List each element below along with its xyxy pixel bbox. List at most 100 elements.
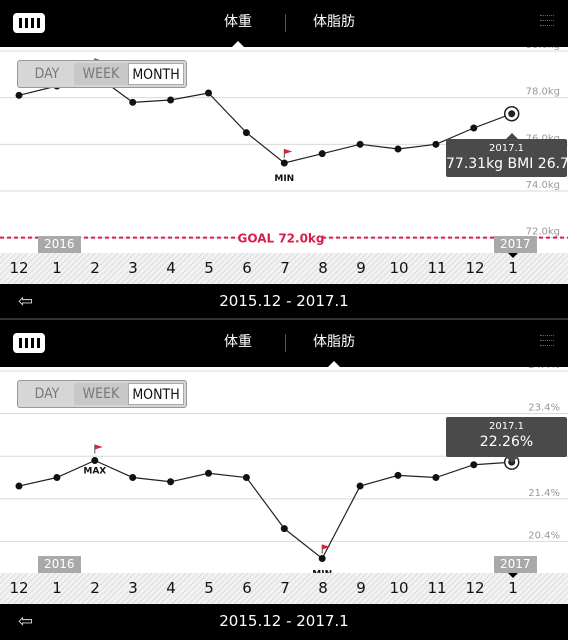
range-day-button[interactable]: DAY: [34, 386, 60, 402]
tab-body-fat[interactable]: 体脂肪: [286, 320, 382, 367]
x-tick: 6: [242, 579, 252, 597]
x-tick: 8: [318, 259, 328, 277]
tooltip-date: 2017.1: [489, 143, 524, 154]
data-point: [15, 91, 23, 99]
year-badge-start: 2016: [38, 556, 81, 573]
data-point: [318, 150, 326, 158]
y-tick-label: 23.4%: [528, 403, 560, 414]
bottom-bar: ⇦ 2015.12 - 2017.1: [0, 284, 568, 320]
data-point: [167, 96, 175, 104]
x-axis[interactable]: 12 1 2 3 4 5 6 7 8 9 10 11 12 1: [0, 573, 568, 604]
body-fat-panel: 体重 体脂肪 24.4%23.4%22.4%21.4%20.4%MAXMIN D…: [0, 320, 568, 640]
x-axis[interactable]: 12 1 2 3 4 5 6 7 8 9 10 11 12 1: [0, 253, 568, 284]
x-tick: 5: [204, 579, 214, 597]
y-tick-label: 74.0kg: [526, 180, 560, 191]
range-week-button[interactable]: WEEK: [74, 63, 128, 85]
goal-label-bg: [240, 229, 322, 246]
data-point: [15, 482, 23, 490]
tooltip-date: 2017.1: [489, 421, 524, 432]
range-month-button[interactable]: MONTH: [128, 383, 184, 405]
y-tick-label: 72.0kg: [526, 227, 560, 238]
min-label: MIN: [312, 569, 332, 573]
data-point: [280, 525, 288, 533]
data-point: [432, 474, 440, 482]
data-point: [394, 471, 402, 479]
tab-weight[interactable]: 体重: [190, 0, 286, 47]
flag-icon: [94, 444, 103, 450]
x-tick: 11: [427, 579, 447, 597]
max-label: MAX: [83, 466, 106, 476]
x-tick: 4: [166, 259, 176, 277]
x-tick: 12: [465, 259, 485, 277]
data-point: [167, 478, 175, 486]
x-tick: 2: [90, 579, 100, 597]
data-point: [242, 474, 250, 482]
current-month-marker: [508, 573, 518, 578]
back-arrow-icon[interactable]: ⇦: [18, 291, 34, 312]
back-arrow-icon[interactable]: ⇦: [18, 611, 34, 632]
x-tick: 9: [356, 579, 366, 597]
x-tick: 7: [280, 579, 290, 597]
x-tick: 12: [465, 579, 485, 597]
body-fat-tooltip: 2017.1 22.26%: [446, 417, 567, 463]
x-tick: 10: [389, 259, 409, 277]
tab-separator: [285, 14, 286, 32]
x-tick: 2: [90, 259, 100, 277]
data-point: [356, 482, 364, 490]
bottom-bar: ⇦ 2015.12 - 2017.1: [0, 604, 568, 640]
app-logo-icon[interactable]: [13, 13, 45, 33]
flag-icon: [322, 544, 331, 550]
current-month-marker: [508, 253, 518, 258]
data-point: [242, 129, 250, 137]
data-point: [205, 469, 212, 477]
menu-icon[interactable]: [540, 15, 554, 31]
y-tick-label: 20.4%: [528, 530, 560, 541]
range-day-button[interactable]: DAY: [34, 66, 60, 82]
body-fat-chart-area[interactable]: 24.4%23.4%22.4%21.4%20.4%MAXMIN DAY WEEK…: [0, 367, 568, 573]
range-month-button[interactable]: MONTH: [128, 63, 184, 85]
x-tick: 3: [128, 579, 138, 597]
x-tick: 1: [52, 259, 62, 277]
tab-weight[interactable]: 体重: [224, 334, 252, 350]
x-tick: 5: [204, 259, 214, 277]
x-tick-current: 1: [508, 579, 518, 597]
data-point: [470, 124, 478, 132]
year-badge-start: 2016: [38, 236, 81, 253]
date-range-label: 2015.12 - 2017.1: [219, 292, 349, 310]
menu-icon[interactable]: [540, 335, 554, 351]
data-point: [129, 474, 137, 482]
x-tick: 4: [166, 579, 176, 597]
tooltip-value: 22.26%: [479, 434, 534, 450]
range-control: DAY WEEK MONTH: [17, 60, 187, 88]
weight-panel: 体重 体脂肪 80.0kg 78.0kg 76.0kg 74.0kg 72.0kg GOA…: [0, 0, 568, 320]
app-logo-icon[interactable]: [13, 333, 45, 353]
x-tick: 9: [356, 259, 366, 277]
weight-chart: 80.0kg 78.0kg 76.0kg 74.0kg 72.0kg GOAL 72.0k…: [0, 47, 568, 246]
range-week-button[interactable]: WEEK: [74, 383, 128, 405]
flag-icon: [284, 149, 293, 154]
x-tick: 8: [318, 579, 328, 597]
x-tick: 1: [52, 579, 62, 597]
weight-tooltip: 2017.1 77.31kg BMI 26.7: [446, 133, 568, 177]
series-line: [18, 459, 512, 560]
top-bar: 体重 体脂肪: [0, 0, 568, 47]
year-badge-end: 2017: [494, 556, 537, 573]
data-point: [470, 461, 478, 469]
y-tick-label: 78.0kg: [526, 87, 560, 98]
tab-separator: [285, 334, 286, 352]
data-point: [394, 145, 402, 153]
data-point: [432, 140, 440, 148]
x-tick: 3: [128, 259, 138, 277]
x-tick: 7: [280, 259, 290, 277]
range-control: DAY WEEK MONTH: [17, 380, 187, 408]
x-tick: 6: [242, 259, 252, 277]
weight-chart-area[interactable]: 80.0kg 78.0kg 76.0kg 74.0kg 72.0kg GOAL 72.0k…: [0, 47, 568, 253]
y-tick-label: 21.4%: [528, 488, 560, 499]
tab-body-fat[interactable]: 体脂肪: [313, 14, 355, 30]
data-point: [356, 140, 364, 148]
x-tick: 12: [9, 259, 29, 277]
y-tick-label: 76.0kg: [526, 133, 560, 144]
goal-label: GOAL 72.0kg: [237, 232, 324, 246]
min-label: MIN: [274, 174, 294, 184]
panel-divider: [0, 318, 568, 320]
